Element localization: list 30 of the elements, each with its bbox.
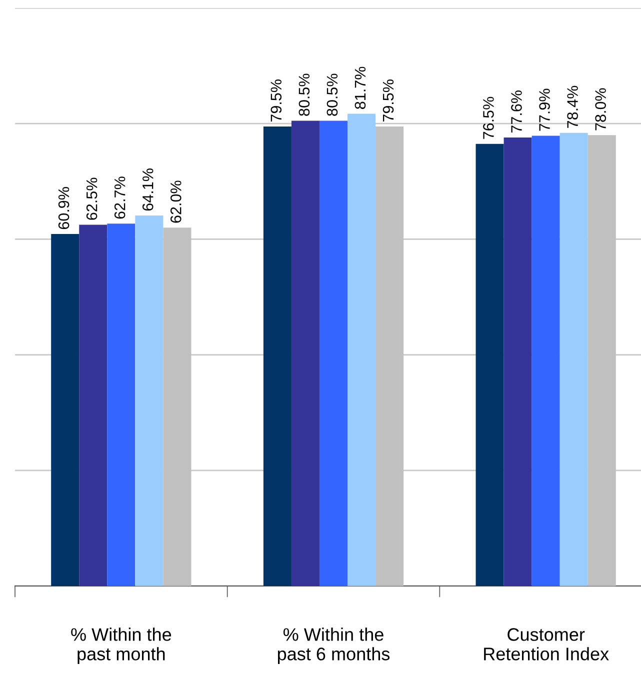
bar [532, 136, 560, 586]
data-label: 62.5% [86, 178, 98, 220]
bar [504, 137, 532, 586]
bar [135, 216, 164, 586]
x-tick-label: % Within the past month [71, 628, 172, 664]
data-label: 78.0% [595, 88, 606, 130]
data-label: 81.7% [354, 66, 366, 109]
data-label: 77.6% [511, 90, 522, 133]
bar [476, 144, 504, 586]
bar [560, 132, 588, 586]
data-label: 79.5% [270, 80, 282, 122]
data-label: 60.9% [58, 187, 70, 230]
data-label: 80.5% [326, 74, 338, 116]
x-tick-label: Customer Retention Index [484, 628, 609, 660]
data-label: 62.0% [170, 180, 182, 223]
data-label: 64.1% [142, 168, 154, 211]
bar [107, 224, 136, 586]
bar [348, 114, 376, 586]
data-label: 79.5% [382, 80, 394, 122]
data-label: 62.7% [114, 176, 126, 219]
data-label: 77.9% [539, 88, 550, 131]
data-label: 76.5% [483, 96, 494, 139]
data-label: 80.5% [298, 74, 310, 116]
bar [79, 224, 108, 586]
bar [291, 120, 320, 586]
x-tick-label: % Within the past 6 months [278, 628, 390, 664]
bar [263, 126, 292, 586]
bar [319, 120, 348, 586]
data-label: 78.4% [567, 86, 578, 128]
bar [51, 234, 80, 586]
